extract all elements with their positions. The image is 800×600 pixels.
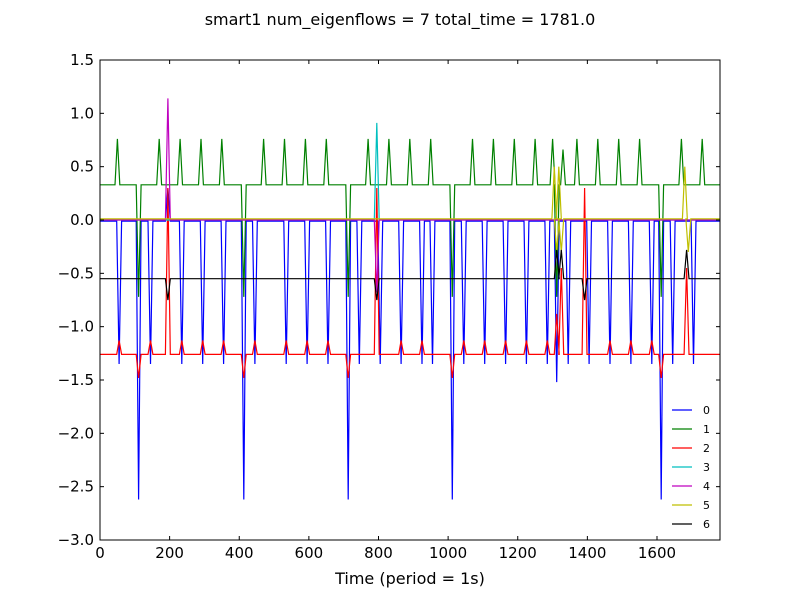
y-tick-label: −3.0 <box>58 531 94 549</box>
x-tick-label: 1400 <box>568 544 606 562</box>
x-tick-label: 1000 <box>429 544 467 562</box>
x-axis-label: Time (period = 1s) <box>334 569 485 588</box>
legend-label: 0 <box>703 404 710 417</box>
series-layer <box>100 98 720 500</box>
plot-area <box>99 59 721 541</box>
y-tick-label: −0.5 <box>58 264 94 282</box>
x-tick-label: 600 <box>295 544 324 562</box>
legend-label: 1 <box>703 423 710 436</box>
x-tick-label: 400 <box>225 544 254 562</box>
series-line-6 <box>100 249 720 301</box>
legend-label: 6 <box>703 518 710 531</box>
series-line-2 <box>100 187 720 378</box>
legend-label: 4 <box>703 480 710 493</box>
y-tick-label: 0.5 <box>70 158 94 176</box>
y-tick-label: −2.0 <box>58 424 94 442</box>
series-line-4 <box>100 98 720 293</box>
y-axis: 1.5 1.0 0.5 0.0 −0.5 −1.0 −1.5 −2.0 −2.5 −3.0 <box>58 51 720 549</box>
y-tick-label: −1.0 <box>58 318 94 336</box>
x-axis: 0 200 400 600 800 1000 1200 1400 1600 <box>95 60 676 562</box>
y-tick-label: 1.0 <box>70 104 94 122</box>
legend: 0 1 2 3 4 5 6 <box>672 404 710 531</box>
plot-frame <box>99 59 721 541</box>
x-tick-label: 1600 <box>638 544 676 562</box>
legend-label: 2 <box>703 442 710 455</box>
x-tick-label: 0 <box>95 544 105 562</box>
x-tick-label: 800 <box>364 544 393 562</box>
x-tick-label: 1200 <box>499 544 537 562</box>
y-tick-label: 1.5 <box>70 51 94 69</box>
series-line-5 <box>100 166 720 253</box>
y-tick-label: −2.5 <box>58 478 94 496</box>
chart-title: smart1 num_eigenflows = 7 total_time = 1… <box>205 10 596 30</box>
y-tick-label: −1.5 <box>58 371 94 389</box>
legend-label: 5 <box>703 499 710 512</box>
series-line-0 <box>100 187 720 500</box>
x-tick-label: 200 <box>155 544 184 562</box>
y-tick-label: 0.0 <box>70 211 94 229</box>
legend-label: 3 <box>703 461 710 474</box>
series-line-1 <box>100 138 720 297</box>
